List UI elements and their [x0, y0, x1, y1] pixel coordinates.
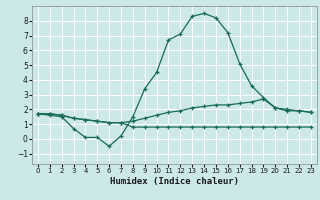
X-axis label: Humidex (Indice chaleur): Humidex (Indice chaleur)	[110, 177, 239, 186]
